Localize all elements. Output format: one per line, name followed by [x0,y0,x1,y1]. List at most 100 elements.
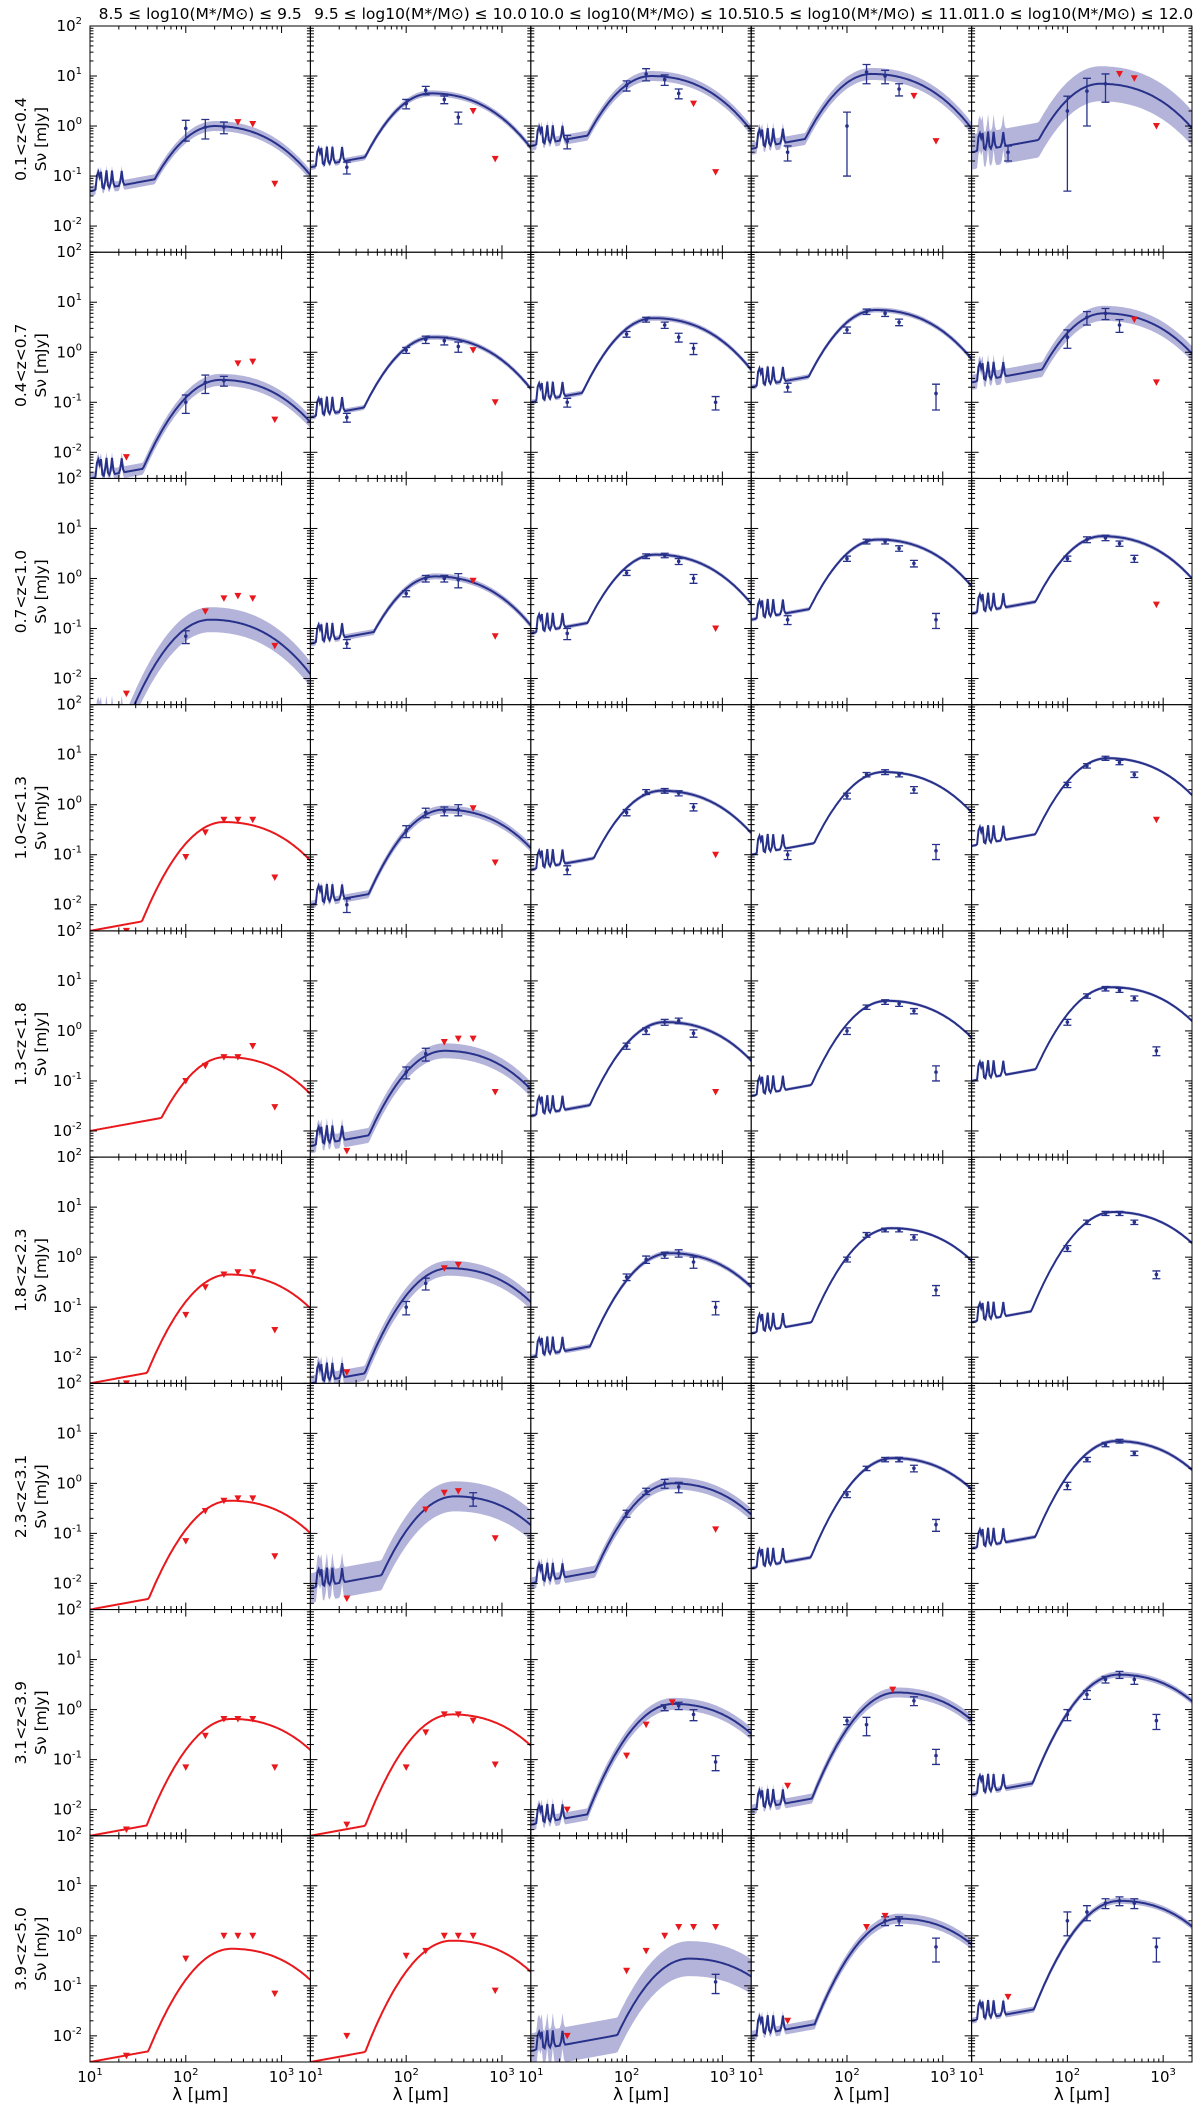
data-point [1115,318,1124,334]
data-point [1152,1713,1161,1731]
x-tick-label: 103 [269,2067,294,2086]
data-point [1130,1450,1139,1457]
panel-r7-c2 [530,1609,752,1837]
data-point [842,1027,851,1036]
sed-model-line [971,757,1192,847]
upper-limit-marker [881,1912,889,1920]
upper-limit-marker [784,1782,792,1790]
data-point [909,1007,918,1015]
panel-frame [750,1382,973,1611]
uncertainty-band [310,1260,531,1384]
data-point [421,807,430,819]
data-point [1063,1708,1072,1722]
data-point [1152,1270,1161,1280]
upper-limit-marker [402,1764,410,1771]
data-point [642,1255,651,1265]
y-tick-label: 101 [57,1876,82,1895]
panel-frame [309,251,532,479]
data-point [1063,1481,1072,1491]
upper-limit-marker [201,1508,209,1515]
upper-limit-marker [220,1932,228,1940]
upper-limit-marker [220,1715,228,1723]
uncertainty-band [310,1481,531,1604]
data-point [421,335,430,345]
upper-limit-marker [234,1715,242,1723]
uncertainty-band [530,1477,752,1590]
data-point [1101,73,1110,103]
y-tick-label: 101 [57,1423,82,1442]
sed-model-line [310,808,531,906]
y-tick-label: 101 [57,292,82,311]
y-axis-label: Sν [mJy] [32,1690,50,1754]
data-point [421,574,430,583]
panel-frame [89,1609,311,1837]
panel-r4-c4 [971,930,1193,1158]
data-point [402,1066,411,1080]
data-point [689,1029,698,1038]
upper-limit-marker [343,1595,351,1602]
upper-limit-marker [910,92,918,100]
sed-model-line [530,553,752,635]
upper-limit-marker [343,1821,351,1829]
sed-model-line [971,1211,1192,1324]
sed-model-line [310,1049,531,1147]
upper-limit-marker [661,1932,669,1940]
upper-limit-marker [422,1947,430,1955]
upper-limit-marker [491,155,499,163]
upper-limit-marker [1115,70,1123,78]
sed-model-line [530,1702,752,1826]
column-title: 8.5 ≤ log10(M*/M⊙) ≤ 9.5 [99,5,302,23]
y-tick-label: 100 [57,1700,82,1719]
row-label: 0.1<z<0.4 [12,97,30,180]
data-point [660,321,669,330]
data-point [454,111,463,125]
data-point [642,316,651,323]
data-point [1152,1937,1161,1963]
sed-model-line [751,72,972,150]
data-point [909,1464,918,1473]
uncertainty-band [310,1043,531,1154]
y-tick-label: 10-2 [53,216,82,235]
upper-limit-marker [182,1077,190,1085]
upper-limit-marker [491,1089,499,1096]
data-point [842,792,851,800]
y-tick-label: 10-1 [53,1523,82,1542]
panel-r0-c0: 10-2 10-1 100 101 102 0.1<z<0.4 Sν [mJy] 8.5 ≤ … [12,5,311,253]
data-point [201,374,210,395]
data-point [909,1696,918,1707]
y-tick-label: 10-1 [53,1976,82,1995]
uncertainty-band [751,67,972,155]
data-point [563,134,572,150]
data-point [783,145,792,162]
upper-limit-marker [1152,816,1160,824]
upper-limit-marker [249,1495,257,1502]
y-axis-label: Sν [mJy] [32,1464,50,1528]
upper-limit-marker [201,608,209,615]
data-point [454,804,463,817]
data-point [689,1256,698,1269]
upper-limit-marker [469,107,477,115]
upper-limit-marker [249,1042,257,1050]
sed-model-line [310,575,531,645]
x-tick-label: 101 [959,2067,984,2086]
panel-r0-c3: 10.5 ≤ log10(M*/M⊙) ≤ 11.0 [750,5,973,253]
upper-limit-marker [182,854,190,861]
data-point [1063,555,1072,563]
y-axis-label: Sν [mJy] [32,1012,50,1076]
upper-limit-marker [1152,123,1160,130]
upper-limit-marker [440,1265,448,1272]
panel-r1-c1 [309,251,532,479]
data-point [1063,781,1072,789]
uncertainty-band [96,607,311,705]
data-point [1082,1456,1091,1463]
data-point [895,1916,904,1927]
sed-model-line [971,535,1192,615]
data-point [711,395,720,411]
upper-limit-marker [220,595,228,602]
data-point [1101,755,1110,762]
sed-model-line [90,1499,311,1610]
y-tick-label: 102 [57,695,82,714]
data-point [932,1065,941,1082]
panel-frame [971,1382,1193,1611]
upper-limit-marker [271,1326,279,1334]
